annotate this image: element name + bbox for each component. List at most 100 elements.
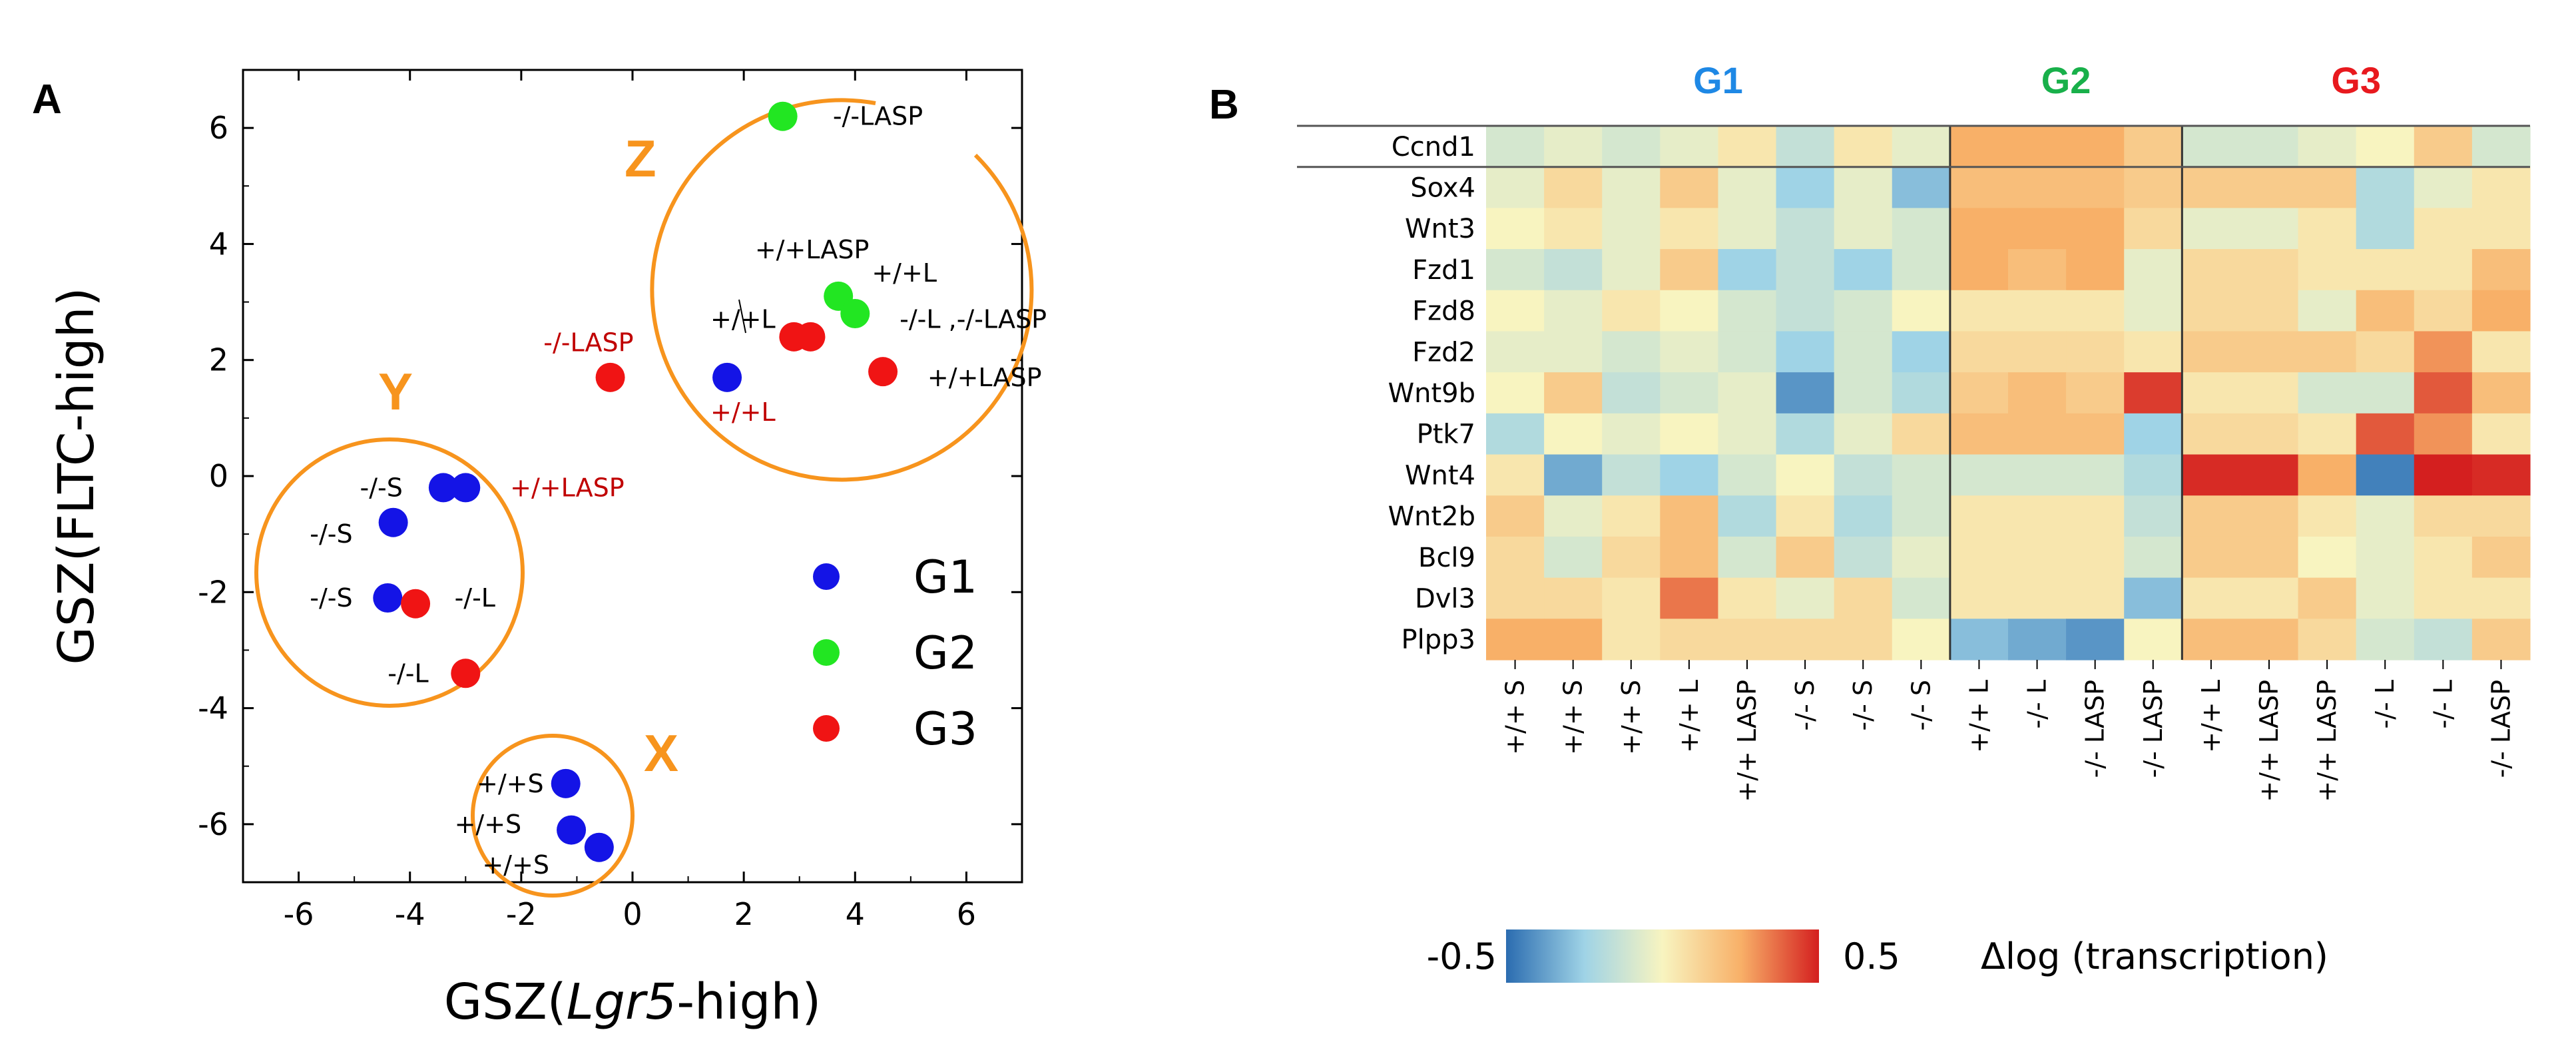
heatmap-cell — [2414, 413, 2473, 455]
heatmap-cell — [1602, 166, 1661, 208]
heatmap-cell — [2182, 577, 2241, 619]
legend-label-g2: G2 — [913, 627, 977, 680]
heatmap-cell — [1486, 495, 1545, 537]
column-label: +/+ S — [1559, 680, 1588, 755]
heatmap-cell — [1949, 126, 2009, 168]
heatmap-cell — [2182, 208, 2241, 250]
heatmap-cell — [1892, 495, 1951, 537]
heatmap-cell — [2008, 208, 2067, 250]
heatmap-cell — [2240, 413, 2299, 455]
heatmap-cell — [1718, 331, 1777, 373]
heatmap-cell — [2124, 372, 2183, 414]
heatmap-cell — [1544, 495, 1603, 537]
point-label: +/+LASP — [755, 235, 870, 264]
heatmap-cell — [1834, 166, 1893, 208]
heatmap-cell — [1544, 577, 1603, 619]
heatmap-cell — [2356, 249, 2415, 291]
heatmap-cell — [1486, 166, 1545, 208]
heatmap-cell — [2298, 413, 2357, 455]
legend-marker-g2 — [813, 639, 840, 666]
column-label: +/+ S — [1501, 680, 1530, 755]
heatmap-cell — [2066, 372, 2125, 414]
heatmap-cell — [1486, 536, 1545, 579]
heatmap-cell — [2414, 536, 2473, 579]
heatmap-cell — [2471, 372, 2531, 414]
heatmap-cell — [1486, 208, 1545, 250]
heatmap-cell — [1776, 619, 1835, 660]
heatmap-cell — [1892, 454, 1951, 496]
heatmap-cell — [1486, 372, 1545, 414]
heatmap-cell — [1602, 495, 1661, 537]
heatmap-cell — [1660, 249, 1719, 291]
heatmap-cell — [2240, 454, 2299, 496]
row-label: Fzd8 — [1412, 296, 1475, 327]
colorbar-title: Δlog (transcription) — [1981, 935, 2328, 977]
heatmap-cell — [1834, 331, 1893, 373]
heatmap-cell — [1834, 249, 1893, 291]
heatmap-cell — [1718, 413, 1777, 455]
heatmap-cell — [2240, 331, 2299, 373]
heatmap-cell — [2124, 331, 2183, 373]
heatmap-cell — [1949, 536, 2009, 579]
heatmap-cell — [1892, 413, 1951, 455]
heatmap-cell — [2008, 495, 2067, 537]
heatmap-cell — [2182, 619, 2241, 660]
point-g1 — [557, 815, 587, 845]
heatmap-cell — [2356, 454, 2415, 496]
y-tick-label: 0 — [209, 458, 228, 494]
heatmap-cell — [1660, 577, 1719, 619]
heatmap-cell — [2298, 126, 2357, 168]
point-label: -/-S — [310, 583, 352, 613]
column-label: +/+ LASP — [1732, 680, 1762, 802]
heatmap-cell — [2008, 331, 2067, 373]
heatmap-cell — [2182, 536, 2241, 579]
heatmap-cell — [2066, 454, 2125, 496]
colorbar-min-label: -0.5 — [1427, 935, 1497, 977]
point-g1 — [373, 583, 403, 613]
heatmap-cell — [2066, 126, 2125, 168]
heatmap-cell — [1602, 331, 1661, 373]
heatmap-cell — [1776, 126, 1835, 168]
heatmap-cell — [1834, 413, 1893, 455]
point-label: +/+L — [710, 397, 776, 427]
heatmap-cell — [1949, 166, 2009, 208]
heatmap-cell — [1602, 249, 1661, 291]
heatmap-cell — [2298, 166, 2357, 208]
cluster-z-arc — [650, 98, 1034, 482]
heatmap-cell — [1718, 290, 1777, 332]
heatmap-cell — [2124, 249, 2183, 291]
column-label: -/- L — [2370, 680, 2400, 728]
heatmap-cell — [1486, 126, 1545, 168]
heatmap-cell — [2298, 495, 2357, 537]
heatmap-cell — [2356, 290, 2415, 332]
heatmap-cell — [1660, 166, 1719, 208]
heatmap-cell — [2008, 372, 2067, 414]
legend-marker-g3 — [813, 715, 840, 742]
heatmap-cell — [1718, 166, 1777, 208]
heatmap-cell — [1544, 619, 1603, 660]
heatmap-cell — [2414, 290, 2473, 332]
heatmap-cell — [1718, 495, 1777, 537]
group-title-g2: G2 — [2041, 59, 2091, 101]
group-title-g3: G3 — [2331, 59, 2381, 101]
point-label: +/+L — [710, 305, 776, 334]
heatmap-cell — [1544, 372, 1603, 414]
row-label: Wnt9b — [1388, 378, 1475, 409]
column-label: -/- S — [1790, 680, 1820, 730]
heatmap-cell — [1660, 208, 1719, 250]
heatmap-cell — [2471, 126, 2531, 168]
heatmap-cell — [1776, 536, 1835, 579]
heatmap-cell — [2471, 413, 2531, 455]
heatmap-cell — [2471, 454, 2531, 496]
heatmap-cell — [2298, 249, 2357, 291]
heatmap-cell — [1776, 413, 1835, 455]
heatmap-cell — [2471, 249, 2531, 291]
heatmap-cell — [1602, 413, 1661, 455]
heatmap-cell — [2124, 166, 2183, 208]
column-label: -/- S — [1906, 680, 1935, 730]
heatmap-cell — [1602, 290, 1661, 332]
heatmap-cell — [1544, 454, 1603, 496]
heatmap-cell — [1602, 454, 1661, 496]
heatmap-cell — [2182, 413, 2241, 455]
row-label: Sox4 — [1410, 173, 1475, 204]
